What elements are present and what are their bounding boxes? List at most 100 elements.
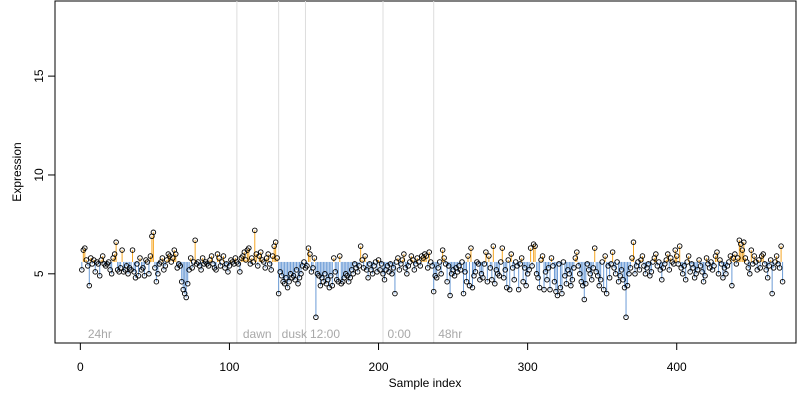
data-point-222 <box>410 257 416 263</box>
data-point-294 <box>517 261 523 267</box>
data-point-233 <box>426 249 432 255</box>
data-point-131 <box>274 255 280 261</box>
data-point-324 <box>562 273 568 279</box>
data-point-180 <box>347 275 353 281</box>
data-point-250 <box>451 273 458 279</box>
data-point-415 <box>697 263 704 269</box>
data-point-343 <box>590 265 596 271</box>
data-point-461 <box>766 263 772 269</box>
y-tick-label-2: 15 <box>32 69 46 83</box>
data-point-328 <box>568 282 574 289</box>
data-point-346 <box>594 273 601 279</box>
data-point-439 <box>733 261 740 267</box>
data-point-212 <box>395 255 401 261</box>
data-point-462 <box>767 257 774 263</box>
data-point-185 <box>354 269 361 275</box>
data-point-254 <box>457 267 464 273</box>
data-point-376 <box>639 253 646 259</box>
data-point-417 <box>700 278 707 285</box>
data-point-147 <box>298 271 304 277</box>
data-point-306 <box>535 275 541 281</box>
data-point-315 <box>548 255 555 261</box>
data-point-156 <box>311 255 318 261</box>
data-point-274 <box>487 265 494 271</box>
data-point-42 <box>141 273 148 279</box>
data-point-365 <box>623 314 629 321</box>
data-point-126 <box>266 261 273 267</box>
data-point-302 <box>529 263 535 269</box>
region-label-3: 12:00 <box>310 327 340 341</box>
data-point-416 <box>699 269 705 275</box>
region-label-0: 24hr <box>88 327 112 341</box>
data-point-290 <box>511 276 517 283</box>
data-point-322 <box>559 290 565 297</box>
data-point-389 <box>659 276 665 283</box>
data-point-151 <box>304 263 310 269</box>
data-point-454 <box>755 257 762 263</box>
data-point-429 <box>718 261 725 267</box>
data-point-227 <box>417 263 424 269</box>
data-point-37 <box>134 261 140 267</box>
data-points <box>79 227 786 321</box>
y-tick-label-0: 5 <box>32 270 46 277</box>
data-point-304 <box>532 243 538 249</box>
data-point-54 <box>159 255 166 261</box>
data-point-195 <box>369 271 376 277</box>
data-point-337 <box>581 296 588 303</box>
data-point-73 <box>187 255 194 261</box>
data-point-216 <box>401 251 407 257</box>
data-point-301 <box>527 245 534 251</box>
data-point-288 <box>508 251 514 257</box>
data-point-85 <box>205 263 212 269</box>
data-point-106 <box>237 269 243 275</box>
data-point-136 <box>281 280 288 287</box>
data-point-341 <box>587 271 593 277</box>
data-point-446 <box>744 259 750 265</box>
data-point-370 <box>630 239 637 245</box>
data-point-122 <box>260 259 267 265</box>
data-point-330 <box>571 265 577 271</box>
data-point-238 <box>433 275 440 281</box>
data-point-137 <box>283 275 289 281</box>
data-point-277 <box>492 280 498 287</box>
data-point-387 <box>656 259 662 265</box>
data-point-192 <box>365 275 371 281</box>
data-point-261 <box>468 245 474 251</box>
x-tick-label-2: 200 <box>369 360 389 374</box>
data-point-300 <box>526 267 532 273</box>
data-point-405 <box>682 276 689 283</box>
data-point-152 <box>305 245 312 251</box>
x-tick-label-1: 100 <box>219 360 239 374</box>
data-point-272 <box>484 278 491 285</box>
data-point-404 <box>681 263 687 269</box>
data-point-123 <box>262 265 268 271</box>
data-point-317 <box>551 278 558 285</box>
data-point-398 <box>672 247 678 253</box>
data-point-26 <box>117 265 124 271</box>
data-point-81 <box>199 255 206 261</box>
data-point-90 <box>213 267 219 273</box>
data-point-316 <box>550 263 556 269</box>
data-point-470 <box>779 278 786 285</box>
data-point-94 <box>219 259 225 265</box>
data-point-356 <box>609 249 616 255</box>
data-point-349 <box>599 259 605 265</box>
data-point-403 <box>679 271 686 277</box>
data-point-270 <box>481 261 488 267</box>
data-point-289 <box>509 265 516 271</box>
data-point-323 <box>560 259 567 265</box>
data-point-18 <box>105 259 112 265</box>
data-point-41 <box>140 265 146 271</box>
data-point-186 <box>356 263 362 269</box>
region-labels: 24hr dawn dusk 12:00 0:00 48hr <box>88 327 462 341</box>
data-point-12 <box>96 273 103 279</box>
data-point-201 <box>378 261 385 267</box>
data-point-74 <box>189 265 195 271</box>
x-tick-label-3: 300 <box>518 360 538 374</box>
data-point-444 <box>741 239 747 245</box>
data-point-46 <box>147 253 154 259</box>
data-point-426 <box>714 249 720 255</box>
data-point-9 <box>92 269 99 275</box>
data-point-246 <box>445 263 452 269</box>
